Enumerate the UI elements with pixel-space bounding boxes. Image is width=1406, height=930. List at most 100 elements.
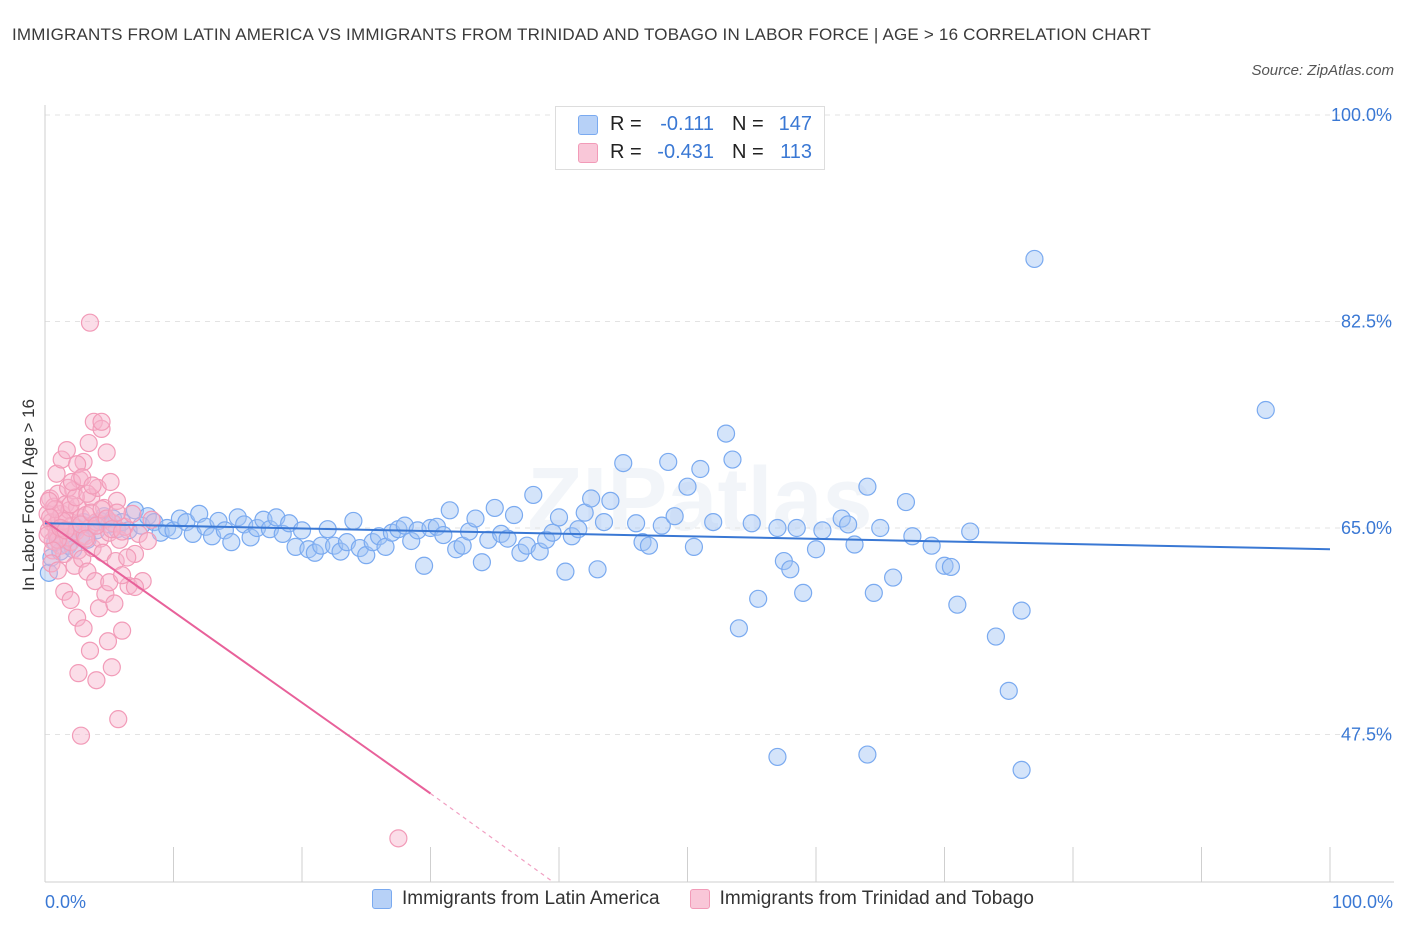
stat-n-value: 113 bbox=[780, 141, 812, 163]
stat-n-label: N = bbox=[732, 141, 764, 163]
x-tick-label: 100.0% bbox=[1332, 892, 1393, 912]
legend-item-trinidad-tobago[interactable]: Immigrants from Trinidad and Tobago bbox=[689, 888, 1034, 910]
chart-legend: Immigrants from Latin America Immigrants… bbox=[0, 888, 1406, 910]
stat-swatch-trinidad-tobago bbox=[578, 142, 598, 163]
data-point bbox=[78, 562, 97, 581]
data-point bbox=[806, 540, 826, 559]
data-point bbox=[57, 441, 76, 460]
stat-r-value: -0.431 bbox=[657, 141, 714, 163]
data-point bbox=[659, 452, 678, 472]
data-point bbox=[691, 459, 710, 479]
data-point bbox=[768, 518, 787, 538]
data-point bbox=[961, 522, 980, 541]
data-point bbox=[312, 536, 331, 555]
trend-line-extension bbox=[430, 793, 554, 883]
data-point bbox=[86, 571, 105, 591]
trend-lines bbox=[44, 520, 1331, 883]
legend-swatch-latin-america bbox=[371, 889, 392, 909]
data-point bbox=[97, 443, 116, 462]
data-point bbox=[768, 747, 787, 767]
data-point bbox=[472, 553, 491, 572]
data-point bbox=[504, 505, 524, 525]
data-point bbox=[999, 681, 1018, 700]
data-point bbox=[39, 491, 58, 510]
data-point bbox=[209, 511, 228, 531]
x-tick-labels: 0.0% 100.0% bbox=[45, 892, 1393, 912]
source-label: Source: ZipAtlas.com bbox=[1251, 62, 1394, 79]
data-point bbox=[97, 509, 116, 528]
stat-swatch-latin-america bbox=[578, 114, 598, 135]
data-point bbox=[537, 530, 556, 549]
legend-label-trinidad-tobago: Immigrants from Trinidad and Tobago bbox=[719, 888, 1034, 909]
data-point bbox=[434, 525, 453, 545]
data-point bbox=[92, 419, 111, 438]
data-point bbox=[684, 537, 704, 556]
data-point bbox=[112, 522, 132, 541]
data-point bbox=[858, 477, 877, 496]
data-point bbox=[839, 515, 858, 534]
data-point bbox=[858, 745, 877, 764]
data-point bbox=[948, 595, 967, 614]
data-point bbox=[123, 504, 142, 523]
data-point bbox=[742, 514, 761, 533]
y-axis-label: In Labor Force | Age > 16 bbox=[19, 399, 38, 591]
data-point bbox=[42, 554, 61, 573]
data-point bbox=[66, 488, 85, 507]
stat-n-value: 147 bbox=[778, 113, 812, 135]
data-point bbox=[871, 518, 890, 538]
data-point bbox=[92, 500, 111, 519]
data-point bbox=[344, 511, 363, 531]
data-point bbox=[305, 543, 324, 562]
data-point bbox=[109, 710, 128, 729]
stat-row-latin-america: R = -0.111 N = 147 bbox=[578, 113, 812, 136]
data-point bbox=[941, 557, 961, 577]
data-point bbox=[986, 627, 1006, 646]
data-point bbox=[69, 664, 88, 683]
data-point bbox=[652, 516, 671, 535]
data-point bbox=[1256, 400, 1275, 420]
data-point bbox=[582, 489, 601, 508]
data-point bbox=[614, 454, 633, 473]
data-point bbox=[77, 529, 96, 548]
axes bbox=[44, 105, 1394, 883]
data-point bbox=[87, 516, 106, 535]
data-point bbox=[1025, 249, 1044, 269]
data-point bbox=[105, 594, 124, 613]
y-tick-label: 47.5% bbox=[1341, 725, 1392, 745]
data-point bbox=[62, 472, 82, 492]
y-tick-label: 82.5% bbox=[1341, 312, 1392, 332]
data-point bbox=[47, 464, 66, 483]
data-point bbox=[389, 829, 408, 848]
data-point bbox=[549, 508, 569, 527]
trend-line bbox=[44, 520, 432, 795]
data-point bbox=[594, 512, 614, 532]
legend-item-latin-america[interactable]: Immigrants from Latin America bbox=[371, 888, 660, 910]
data-point bbox=[138, 531, 157, 551]
data-point bbox=[883, 568, 903, 587]
y-tick-label: 100.0% bbox=[1331, 105, 1392, 125]
data-point bbox=[48, 561, 67, 580]
data-point bbox=[485, 498, 504, 518]
data-point bbox=[729, 619, 749, 638]
stat-r-label: R = bbox=[610, 113, 642, 135]
data-point bbox=[922, 536, 941, 555]
data-point bbox=[1012, 601, 1031, 620]
data-point bbox=[794, 583, 813, 603]
data-point bbox=[678, 477, 697, 496]
data-point bbox=[787, 518, 806, 538]
data-point bbox=[241, 528, 260, 547]
stat-n-label: N = bbox=[732, 113, 764, 135]
data-point bbox=[716, 424, 736, 443]
data-point bbox=[665, 507, 684, 526]
data-point bbox=[440, 501, 459, 520]
data-point bbox=[556, 562, 575, 581]
data-point bbox=[101, 472, 120, 492]
data-point bbox=[588, 560, 607, 579]
y-tick-labels: 47.5% 65.0% 82.5% 100.0% bbox=[1331, 105, 1392, 745]
stat-r-label: R = bbox=[610, 141, 642, 163]
data-point bbox=[813, 521, 832, 540]
data-point bbox=[723, 450, 742, 469]
data-point bbox=[92, 412, 111, 431]
legend-label-latin-america: Immigrants from Latin America bbox=[401, 888, 660, 909]
data-point bbox=[80, 641, 100, 660]
